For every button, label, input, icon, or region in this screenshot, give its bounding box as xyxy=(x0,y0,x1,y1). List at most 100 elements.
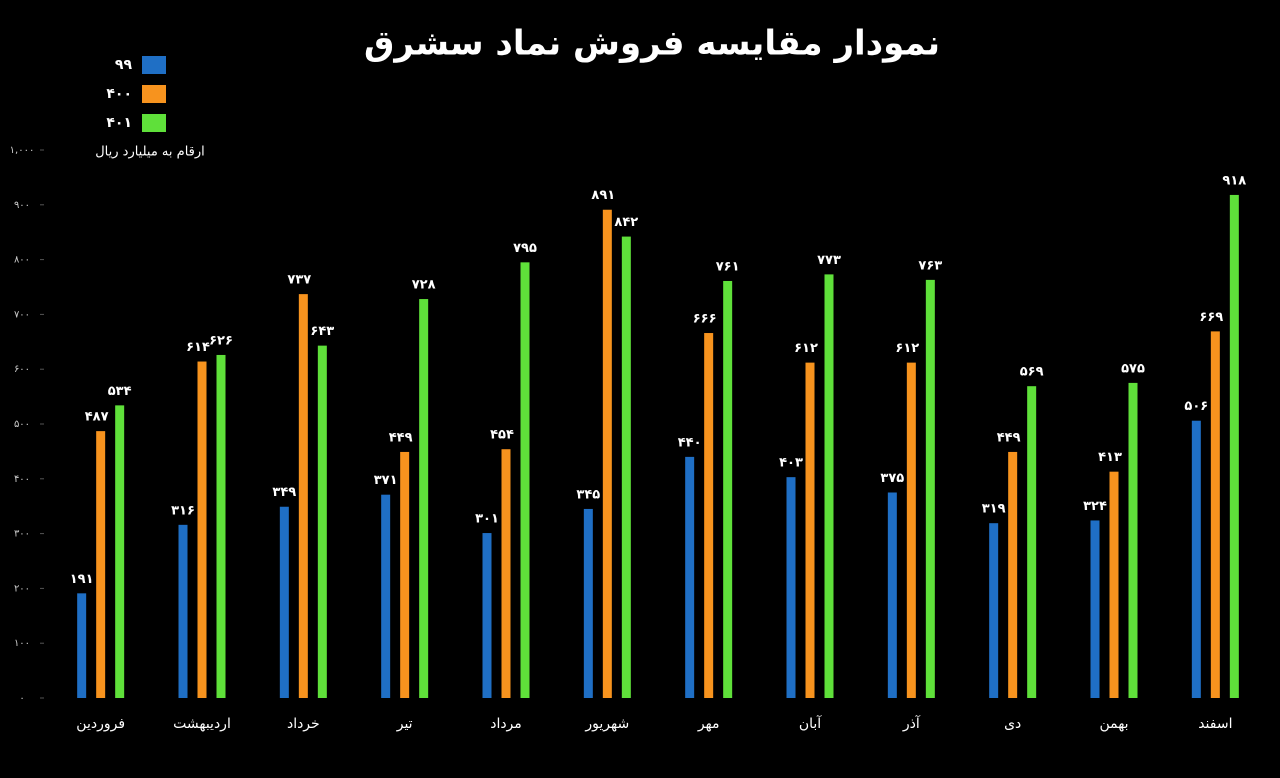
y-tick-label: ۲۰۰ xyxy=(14,583,30,594)
bar xyxy=(685,456,695,698)
value-label: ۴۵۴ xyxy=(490,428,514,443)
value-label: ۵۷۵ xyxy=(1121,361,1145,376)
value-label: ۴۸۷ xyxy=(85,410,109,425)
y-tick-label: ۱,۰۰۰ xyxy=(10,145,35,156)
value-label: ۶۱۴ xyxy=(186,340,210,355)
value-label: ۴۴۰ xyxy=(678,435,702,450)
x-tick-label: بهمن xyxy=(1099,716,1128,732)
bar xyxy=(925,279,935,698)
value-label: ۵۶۹ xyxy=(1020,365,1044,380)
value-label: ۳۱۹ xyxy=(982,502,1006,517)
legend-label: ۹۹ xyxy=(115,57,133,73)
value-label: ۷۶۱ xyxy=(716,259,740,274)
value-label: ۴۴۹ xyxy=(389,430,413,445)
bar xyxy=(786,477,796,698)
value-label: ۶۴۳ xyxy=(310,324,334,339)
x-tick-label: آبان xyxy=(799,715,822,732)
bar xyxy=(419,299,429,698)
value-label: ۳۲۴ xyxy=(1083,499,1107,514)
bar xyxy=(77,593,87,698)
y-tick-label: ۰ xyxy=(19,693,24,704)
y-tick-label: ۱۰۰ xyxy=(14,638,30,649)
y-tick-label: ۷۰۰ xyxy=(14,309,30,320)
legend-label: ۴۰۱ xyxy=(106,115,132,131)
bar xyxy=(400,451,410,698)
value-label: ۷۷۳ xyxy=(817,253,841,268)
chart-title: نمودار مقایسه فروش نماد سشرق xyxy=(364,24,940,64)
x-tick-label: آذر xyxy=(902,715,921,732)
value-label: ۳۰۱ xyxy=(475,512,499,527)
bar xyxy=(1008,451,1018,698)
bar xyxy=(115,405,125,698)
value-label: ۵۳۴ xyxy=(108,384,132,399)
value-label: ۶۶۶ xyxy=(693,312,717,327)
bar xyxy=(298,294,308,698)
value-label: ۳۴۹ xyxy=(272,485,296,500)
x-tick-label: فروردین xyxy=(76,716,125,732)
value-label: ۳۱۶ xyxy=(171,503,195,518)
bar xyxy=(1229,194,1239,698)
value-label: ۴۰۳ xyxy=(779,456,803,471)
bar xyxy=(216,354,226,698)
y-tick-label: ۵۰۰ xyxy=(14,419,30,430)
value-label: ۸۴۲ xyxy=(614,215,638,230)
y-tick-label: ۶۰۰ xyxy=(14,364,30,375)
x-tick-label: اردیبهشت xyxy=(173,716,231,732)
value-label: ۹۱۸ xyxy=(1222,173,1246,188)
value-label: ۳۴۵ xyxy=(576,487,600,502)
x-tick-label: مهر xyxy=(697,716,720,732)
value-label: ۶۱۲ xyxy=(895,341,919,356)
x-tick-label: تیر xyxy=(396,716,413,732)
bar xyxy=(621,236,631,699)
y-tick-label: ۸۰۰ xyxy=(14,255,30,266)
value-label: ۳۷۱ xyxy=(374,473,398,488)
bar xyxy=(805,362,815,698)
value-label: ۵۰۶ xyxy=(1184,399,1208,414)
x-tick-label: اسفند xyxy=(1198,716,1232,732)
legend-swatch xyxy=(142,114,166,132)
value-label: ۶۶۹ xyxy=(1199,310,1223,325)
value-label: ۷۶۳ xyxy=(918,258,942,273)
x-tick-label: دی xyxy=(1004,716,1021,732)
bar xyxy=(1128,382,1138,698)
bar xyxy=(96,431,106,698)
legend-swatch xyxy=(142,85,166,103)
value-label: ۶۲۶ xyxy=(209,333,233,348)
value-label: ۱۹۱ xyxy=(70,572,94,587)
x-tick-label: شهریور xyxy=(584,716,629,732)
y-tick-label: ۹۰۰ xyxy=(14,200,30,211)
value-label: ۷۳۷ xyxy=(287,273,311,288)
value-label: ۳۷۵ xyxy=(880,471,904,486)
value-label: ۴۱۳ xyxy=(1098,450,1122,465)
legend-swatch xyxy=(142,56,166,74)
bar xyxy=(197,361,207,698)
bar xyxy=(723,280,733,698)
bar xyxy=(887,492,897,698)
bar xyxy=(178,524,188,698)
bar xyxy=(1109,471,1119,698)
value-label: ۴۴۹ xyxy=(997,430,1021,445)
bar xyxy=(1090,520,1100,698)
bar xyxy=(501,449,511,698)
bar xyxy=(1191,420,1201,698)
bar xyxy=(704,333,714,698)
bar xyxy=(381,494,391,698)
bar xyxy=(583,508,593,698)
value-label: ۷۲۸ xyxy=(412,278,436,293)
legend-label: ۴۰۰ xyxy=(106,86,132,102)
bar xyxy=(1027,386,1037,698)
bar xyxy=(602,209,612,698)
bar xyxy=(482,533,492,698)
bar xyxy=(906,362,916,698)
y-tick-label: ۴۰۰ xyxy=(14,474,30,485)
bar xyxy=(824,274,834,698)
bar xyxy=(279,506,289,698)
x-tick-label: خرداد xyxy=(287,716,320,732)
x-tick-label: مرداد xyxy=(490,716,522,732)
y-tick-label: ۳۰۰ xyxy=(14,529,30,540)
bar xyxy=(989,523,999,698)
value-label: ۸۹۱ xyxy=(591,188,615,203)
bar xyxy=(520,262,530,698)
